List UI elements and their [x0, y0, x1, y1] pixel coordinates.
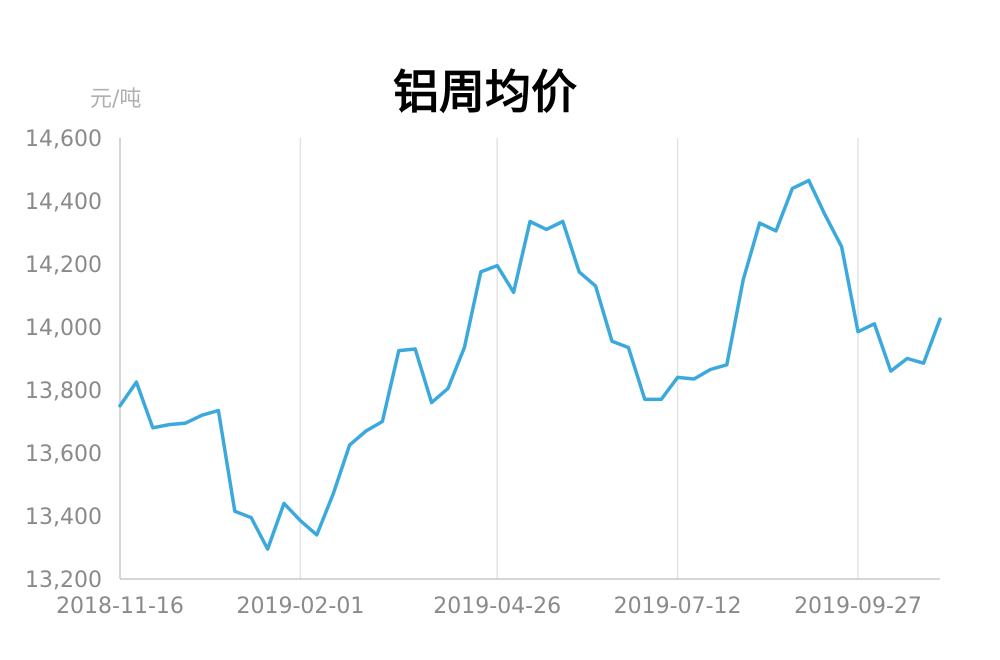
y-tick-label: 14,600 — [25, 127, 102, 152]
x-tick-label: 2019-07-12 — [614, 594, 742, 619]
y-axis-unit-label: 元/吨 — [90, 87, 141, 112]
x-tick-label: 2019-04-26 — [433, 594, 561, 619]
y-tick-label: 13,400 — [25, 505, 102, 530]
x-tick-label: 2018-11-16 — [56, 594, 184, 619]
y-tick-label: 14,000 — [25, 316, 102, 341]
y-tick-label: 14,200 — [25, 253, 102, 278]
y-tick-label: 13,200 — [25, 568, 102, 593]
y-axis-ticks: 13,200 13,400 13,600 13,800 14,000 14,200 14,4… — [25, 127, 102, 593]
y-tick-label: 13,800 — [25, 379, 102, 404]
x-axis-ticks: 2018-11-16 2019-02-01 2019-04-26 2019-07-12… — [56, 594, 922, 619]
x-tick-label: 2019-02-01 — [236, 594, 364, 619]
chart-title: 铝周均价 — [393, 65, 577, 119]
vertical-gridlines — [299, 138, 859, 579]
x-tick-label: 2019-09-27 — [794, 594, 922, 619]
series-line — [118, 178, 942, 551]
y-tick-label: 14,400 — [25, 190, 102, 215]
y-tick-label: 13,600 — [25, 442, 102, 467]
axes — [119, 138, 940, 580]
series-layer — [118, 178, 942, 551]
